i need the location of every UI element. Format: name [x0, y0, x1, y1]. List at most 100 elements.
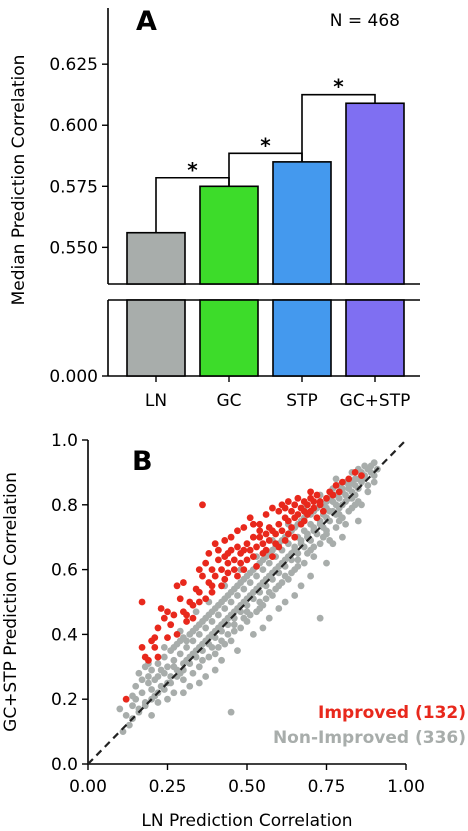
improved-point: [208, 588, 216, 596]
non-improved-point: [138, 676, 146, 684]
significance-bracket: [301, 93, 376, 162]
y-tick-label: 0.625: [49, 55, 98, 75]
non-improved-point: [332, 475, 340, 483]
non-improved-point: [145, 673, 152, 680]
improved-point: [275, 520, 283, 528]
non-improved-point: [186, 682, 194, 690]
improved-point: [170, 611, 178, 619]
non-improved-point: [227, 598, 235, 606]
non-improved-point: [135, 669, 143, 677]
non-improved-point: [272, 585, 280, 593]
non-improved-point: [240, 575, 248, 583]
non-improved-point: [145, 679, 152, 687]
non-improved-point: [151, 676, 159, 684]
non-improved-point: [183, 637, 190, 645]
y-tick-label: 0.575: [49, 177, 98, 197]
non-improved-point: [170, 643, 178, 651]
y-tick-label: 0.8: [51, 496, 78, 516]
x-tick-label: 1.00: [387, 777, 425, 797]
non-improved-point: [164, 695, 171, 703]
non-improved-point: [154, 660, 162, 667]
non-improved-point: [192, 608, 200, 616]
panel-label-b: B: [132, 446, 153, 477]
non-improved-point: [214, 601, 222, 609]
non-improved-point: [335, 511, 343, 518]
non-improved-point: [316, 520, 324, 528]
non-improved-point: [195, 621, 203, 629]
non-improved-point: [300, 559, 308, 567]
non-improved-point: [265, 614, 273, 622]
x-tick-label: 0.50: [228, 777, 266, 797]
non-improved-point: [310, 543, 318, 551]
improved-point: [288, 507, 295, 515]
improved-point: [183, 618, 190, 625]
non-improved-point: [119, 728, 127, 735]
improved-point: [221, 575, 229, 583]
y-tick-label: 1.0: [51, 431, 78, 451]
non-improved-point: [342, 520, 349, 528]
non-improved-point: [246, 579, 254, 586]
y-tick-label: 0.4: [51, 625, 78, 645]
non-improved-point: [256, 598, 264, 606]
improved-point: [189, 614, 197, 622]
non-improved-point: [211, 666, 219, 674]
non-improved-point: [370, 478, 378, 486]
non-improved-point: [361, 462, 369, 470]
non-improved-point: [170, 689, 178, 697]
improved-point: [202, 559, 210, 567]
non-improved-point: [240, 614, 248, 622]
improved-point: [218, 566, 225, 573]
improved-point: [199, 572, 206, 580]
panel-label-a: A: [136, 6, 157, 37]
non-improved-point: [234, 582, 241, 590]
legend-improved: Improved (132): [318, 703, 466, 723]
bar-gc-lower: [199, 299, 259, 377]
non-improved-point: [164, 663, 171, 671]
non-improved-point: [234, 592, 241, 599]
x-axis-label: LN Prediction Correlation: [141, 811, 352, 831]
non-improved-point: [202, 624, 210, 632]
sample-size-annotation: N = 468: [330, 11, 400, 31]
improved-point: [224, 569, 232, 577]
non-improved-point: [195, 663, 203, 671]
improved-point: [291, 501, 299, 509]
non-improved-point: [265, 572, 273, 580]
improved-point: [319, 507, 327, 515]
improved-point: [211, 572, 219, 580]
non-improved-point: [234, 647, 241, 654]
non-improved-point: [148, 712, 156, 719]
improved-point: [145, 656, 152, 664]
improved-point: [138, 643, 146, 651]
bar-gc-upper: [199, 185, 259, 285]
non-improved-point: [214, 611, 222, 619]
non-improved-point: [214, 624, 222, 632]
non-improved-point: [259, 624, 267, 632]
non-improved-point: [129, 702, 136, 710]
improved-point: [284, 498, 292, 505]
non-improved-point: [221, 605, 229, 612]
non-improved-point: [218, 656, 225, 664]
non-improved-point: [202, 614, 210, 622]
non-improved-point: [211, 650, 219, 658]
non-improved-point: [323, 559, 330, 567]
improved-point: [323, 494, 330, 502]
improved-point: [284, 530, 292, 538]
non-improved-point: [281, 572, 289, 580]
improved-point: [300, 517, 308, 525]
significance-star: *: [187, 158, 198, 182]
non-improved-point: [160, 653, 168, 661]
improved-point: [329, 491, 337, 499]
improved-point: [310, 504, 318, 512]
bar-gc-stp-lower: [345, 299, 405, 377]
non-improved-point: [275, 605, 283, 612]
non-improved-point: [278, 579, 286, 586]
non-improved-point: [335, 517, 343, 525]
non-improved-point: [354, 517, 362, 525]
non-improved-point: [227, 708, 235, 716]
improved-point: [240, 566, 248, 573]
unity-line: [87, 439, 407, 765]
non-improved-point: [189, 637, 197, 645]
panel-a-bar-chart: 0.550 0.575 0.600 0.625 0.000 LN GC STP GC+STP * *…: [9, 6, 420, 411]
improved-point: [313, 514, 321, 522]
non-improved-point: [180, 676, 187, 684]
